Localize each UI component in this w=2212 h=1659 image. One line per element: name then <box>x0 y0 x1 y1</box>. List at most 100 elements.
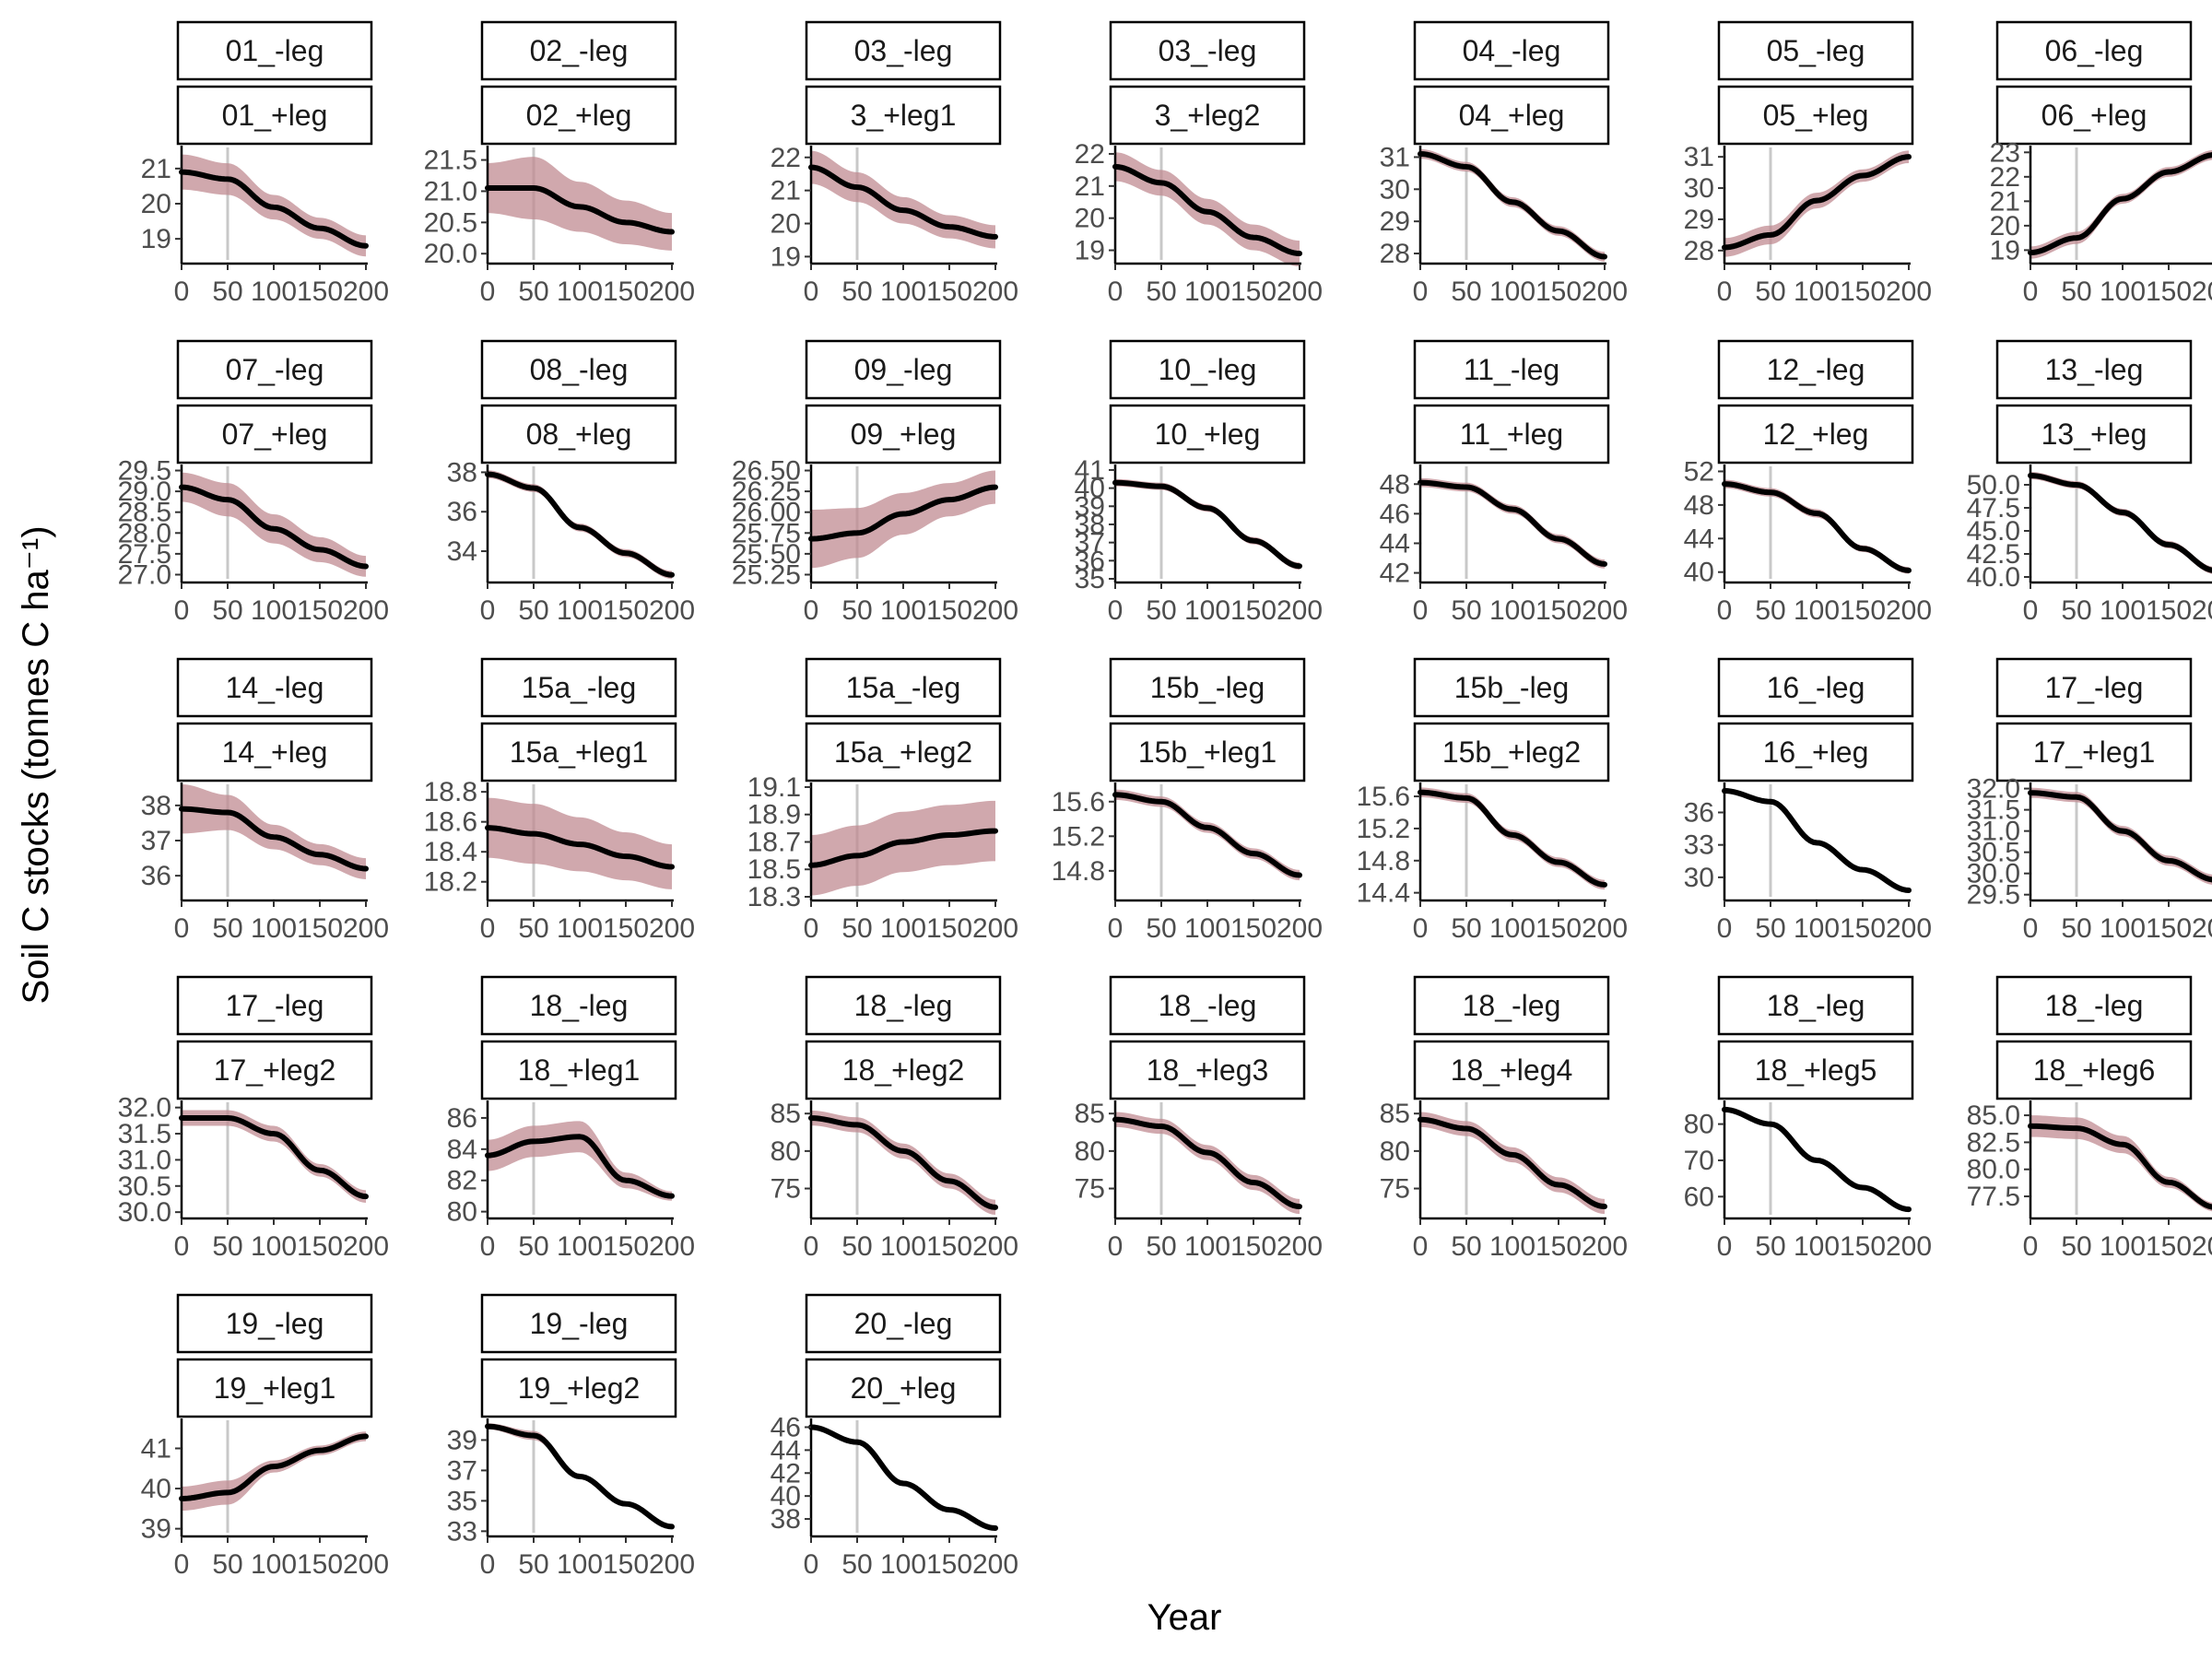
y-tick-label: 18.4 <box>424 837 477 867</box>
strip-box-top <box>480 20 677 81</box>
strip-label-top: 02_-leg <box>530 34 629 67</box>
y-tick-label: 33 <box>1684 830 1714 861</box>
strip-box-bottom <box>1413 1040 1610 1100</box>
x-tick-label: 200 <box>343 595 389 626</box>
x-tick-label: 0 <box>480 913 496 944</box>
uncertainty-band <box>811 470 995 569</box>
strip-label-top: 16_-leg <box>1767 671 1865 704</box>
x-tick-label: 150 <box>1535 913 1582 944</box>
strip-box-top <box>1413 657 1610 718</box>
x-tick-label: 0 <box>1108 276 1124 307</box>
y-tick-label: 20.5 <box>424 207 477 238</box>
x-tick-label: 150 <box>926 1231 972 1262</box>
x-tick-label: 50 <box>212 1549 242 1580</box>
y-tick-label: 26.00 <box>732 498 801 528</box>
series-line <box>2028 790 2212 883</box>
strip-label-bottom: 02_+leg <box>526 99 632 132</box>
strip-label-top: 12_-leg <box>1767 353 1865 386</box>
facet-panel: 18_-leg 18_+leg4 75 80 85 0 50 100 150 200 <box>1380 975 1628 1262</box>
y-tick-label: 21 <box>1075 171 1105 202</box>
strip-label-bottom: 10_+leg <box>1155 418 1261 451</box>
x-tick-label: 50 <box>841 913 872 944</box>
strip-box-top <box>1717 339 1914 400</box>
x-tick-label: 0 <box>804 1549 819 1580</box>
strip-box-top <box>1109 339 1306 400</box>
y-tick-label: 80 <box>1075 1136 1105 1167</box>
series-line <box>1418 789 1607 888</box>
y-tick-label: 22 <box>1075 139 1105 170</box>
y-tick-label: 20 <box>1990 211 2020 241</box>
x-tick-label: 200 <box>1886 595 1932 626</box>
strip-label-top: 07_-leg <box>226 353 324 386</box>
x-tick-label: 0 <box>1108 1231 1124 1262</box>
strip-box-bottom <box>1109 1040 1306 1100</box>
x-tick-label: 0 <box>2023 595 2039 626</box>
strip-box-top <box>480 1293 677 1354</box>
strip-label-top: 06_-leg <box>2045 34 2144 67</box>
series-line <box>808 1115 998 1210</box>
strip-box-bottom <box>176 1358 373 1418</box>
strip-box-top <box>176 1293 373 1354</box>
strip-box-top <box>1995 20 2193 81</box>
y-tick-label: 80 <box>1684 1110 1714 1140</box>
strip-label-top: 04_-leg <box>1463 34 1561 67</box>
x-tick-label: 200 <box>972 276 1018 307</box>
y-tick-label: 14.4 <box>1357 878 1410 909</box>
strip-box-bottom <box>176 404 373 465</box>
y-tick-label: 19 <box>771 241 801 272</box>
x-tick-label: 100 <box>1184 595 1230 626</box>
x-tick-label: 0 <box>174 1549 190 1580</box>
x-tick-label: 0 <box>1717 1231 1733 1262</box>
facet-panel: 18_-leg 18_+leg6 77.580.082.585.0 0 50 100 150… <box>1967 975 2212 1262</box>
facet-panel: 02_-leg 02_+leg 20.020.521.021.5 0 50 100 150 2… <box>424 20 695 307</box>
y-tick-label: 18.6 <box>424 807 477 838</box>
y-tick-label: 27.5 <box>118 539 171 570</box>
y-tick-label: 85.0 <box>1967 1100 2020 1131</box>
x-tick-label: 100 <box>557 595 603 626</box>
y-tick-label: 30.5 <box>1967 838 2020 868</box>
y-tick-label: 30.0 <box>1967 859 2020 889</box>
y-tick-label: 25.75 <box>732 518 801 548</box>
series-line <box>2028 1123 2212 1210</box>
y-tick-label: 46 <box>771 1412 801 1442</box>
strip-label-top: 15a_-leg <box>522 671 637 704</box>
x-tick-label: 100 <box>251 1231 297 1262</box>
x-tick-label: 0 <box>1413 913 1429 944</box>
strip-label-bottom: 18_+leg5 <box>1755 1053 1877 1087</box>
y-tick-label: 14.8 <box>1357 846 1410 877</box>
x-tick-label: 0 <box>480 595 496 626</box>
facet-panel: 15a_-leg 15a_+leg2 18.318.518.718.919.1 0 50… <box>747 657 1018 944</box>
y-tick-label: 30.5 <box>118 1171 171 1202</box>
facet-panel: 07_-leg 07_+leg 27.027.528.028.529.029.5 0 5… <box>118 339 389 626</box>
y-tick-label: 80 <box>447 1197 477 1228</box>
y-tick-label: 38 <box>771 1504 801 1535</box>
x-tick-label: 0 <box>174 913 190 944</box>
strip-box-top <box>805 657 1002 718</box>
x-tick-label: 50 <box>2061 1231 2091 1262</box>
y-tick-label: 29 <box>1380 206 1410 237</box>
y-tick-label: 36 <box>1075 546 1105 576</box>
series-line <box>808 164 998 240</box>
strip-box-bottom <box>805 722 1002 782</box>
strip-box-bottom <box>1109 722 1306 782</box>
series-line <box>1722 788 1912 893</box>
strip-label-bottom: 19_+leg2 <box>518 1371 641 1405</box>
series-line <box>1418 1116 1607 1210</box>
y-tick-label: 21 <box>771 176 801 206</box>
x-tick-label: 200 <box>972 595 1018 626</box>
x-tick-label: 150 <box>297 276 343 307</box>
strip-label-bottom: 06_+leg <box>2041 99 2147 132</box>
strip-box-top <box>1413 20 1610 81</box>
strip-label-top: 15a_-leg <box>846 671 961 704</box>
y-tick-label: 27.0 <box>118 559 171 590</box>
x-tick-label: 200 <box>1886 1231 1932 1262</box>
y-tick-label: 28 <box>1380 239 1410 269</box>
facet-panel: 17_-leg 17_+leg2 30.030.531.031.532.0 0 50 10… <box>118 975 389 1262</box>
strip-label-bottom: 3_+leg2 <box>1155 99 1261 132</box>
x-tick-label: 100 <box>880 1231 926 1262</box>
